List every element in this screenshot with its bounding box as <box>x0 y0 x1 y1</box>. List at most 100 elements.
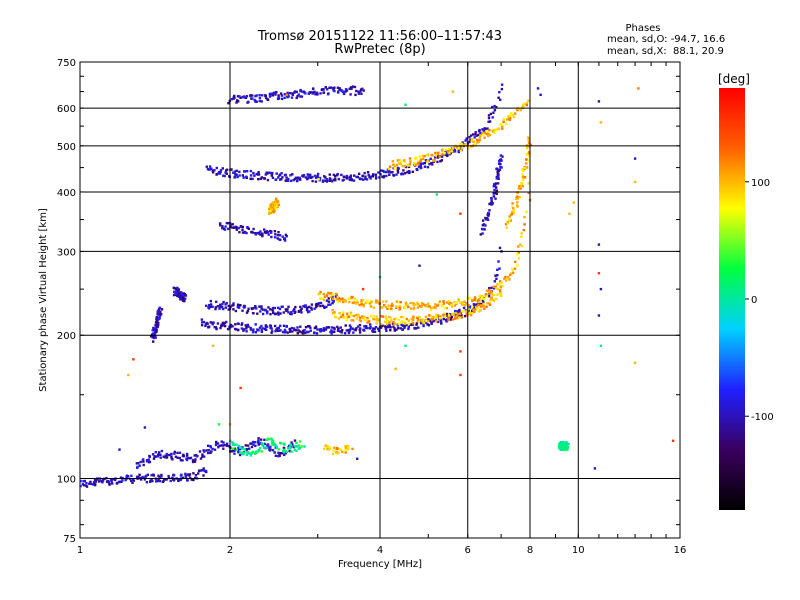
scatter-point-blue <box>385 329 388 333</box>
scatter-point-blue <box>261 233 264 236</box>
scatter-point-yellow <box>523 102 526 106</box>
scatter-point-blue <box>249 326 252 330</box>
scatter-point-blue <box>482 223 486 226</box>
scatter-point-blue <box>488 202 491 206</box>
scatter-point-blue <box>347 328 350 332</box>
scatter-point-blue <box>242 328 246 331</box>
scatter-point-yellow <box>441 148 444 151</box>
scatter-point-cyan <box>283 448 286 451</box>
scatter-point-blue <box>337 328 340 331</box>
scatter-point-cyan <box>290 450 293 453</box>
scatter-point-blue <box>252 227 255 231</box>
scatter-point-blue <box>303 305 307 309</box>
scatter-point-blue <box>176 456 179 459</box>
scatter-point-blue <box>308 91 311 94</box>
scatter-point-blue <box>356 325 360 328</box>
scatter-point-cyan <box>267 437 271 441</box>
scatter-point-yellow <box>412 315 415 318</box>
scatter-point-blue <box>251 231 254 234</box>
scatter-point-blue <box>245 175 248 178</box>
scatter-point-blue <box>154 323 157 327</box>
scatter-point-blue <box>352 179 356 182</box>
scatter-point-blue <box>481 219 485 222</box>
scatter-point-blue <box>389 326 392 329</box>
scatter-point-blue <box>276 234 280 237</box>
scatter-point-yellow <box>403 307 407 310</box>
scatter-point-blue <box>257 437 260 440</box>
scatter-point-blue <box>237 306 241 309</box>
scatter-point-blue <box>348 324 352 327</box>
scatter-point-blue <box>204 469 207 473</box>
scatter-point-yellow <box>391 304 394 307</box>
scatter-point-blue <box>300 307 303 311</box>
scatter-point-blue <box>446 153 449 156</box>
scatter-point-blue <box>222 441 225 444</box>
scatter-point-blue <box>83 479 86 483</box>
scatter-point-yellow <box>398 307 402 310</box>
scatter-point-blue <box>422 324 425 328</box>
scatter-point-blue <box>301 332 305 335</box>
scatter-point-blue <box>449 313 452 316</box>
scatter-point-cyan <box>287 447 290 450</box>
scatter-point-blue <box>239 96 242 99</box>
scatter-point-yellow <box>520 235 523 238</box>
scatter-point-blue <box>285 235 288 238</box>
scatter-point <box>404 103 407 106</box>
scatter-point-blue <box>293 439 297 442</box>
scatter-point-blue <box>265 96 268 100</box>
scatter-point-yellow <box>341 297 344 300</box>
y-tick-label: 300 <box>57 247 76 258</box>
scatter-point-blue <box>276 237 279 240</box>
legend-title: Phases <box>625 23 660 34</box>
scatter-point-blue <box>391 171 394 174</box>
scatter-point-yellow <box>427 320 430 323</box>
scatter-point-yellow <box>350 314 353 317</box>
scatter-point-blue <box>120 480 123 483</box>
scatter-point-yellow <box>512 207 515 210</box>
scatter-point-blue <box>494 197 497 200</box>
scatter-point-blue <box>332 87 335 90</box>
scatter-point-blue <box>260 330 264 333</box>
scatter-point-yellow <box>410 317 413 320</box>
scatter-point-blue <box>272 311 275 314</box>
scatter-point <box>404 344 407 347</box>
scatter-point-blue <box>319 92 322 95</box>
scatter-point-blue <box>285 325 288 328</box>
scatter-point-blue <box>221 167 224 170</box>
scatter-point-blue <box>221 324 224 327</box>
scatter-point-yellow <box>488 302 491 305</box>
scatter-point-blue <box>229 305 232 308</box>
scatter-point-cyan <box>274 443 277 447</box>
scatter-point-blue <box>96 478 99 481</box>
scatter-point-yellow <box>317 178 320 181</box>
scatter-point-blue <box>411 323 415 326</box>
scatter-point-blue <box>392 325 395 328</box>
scatter-point-blue <box>449 317 453 320</box>
scatter-point-blue <box>195 455 199 458</box>
scatter-point-blue <box>178 291 181 294</box>
scatter-point-yellow <box>450 305 454 308</box>
scatter-point-yellow <box>448 302 451 306</box>
scatter-point-yellow <box>516 253 519 256</box>
scatter-point-yellow <box>352 319 355 322</box>
scatter-point-blue <box>291 92 294 95</box>
scatter-point-blue <box>304 304 307 307</box>
legend-line-o: mean, sd,O: -94.7, 16.6 <box>607 34 725 45</box>
scatter-point-blue <box>273 230 277 233</box>
scatter-point-yellow <box>453 145 457 148</box>
scatter-point-blue <box>439 318 442 321</box>
scatter-point-blue <box>464 139 467 142</box>
scatter-point-blue <box>406 170 409 174</box>
scatter-point-blue <box>252 307 255 310</box>
scatter-point-yellow <box>397 305 401 309</box>
scatter-point-blue <box>245 327 248 330</box>
scatter-point-blue <box>113 478 117 482</box>
scatter-point-blue <box>336 172 339 176</box>
scatter-point-blue <box>445 320 448 323</box>
scatter-point-blue <box>193 460 197 463</box>
scatter-point-blue <box>494 184 497 187</box>
scatter-point-blue <box>454 313 457 316</box>
scatter-point-blue <box>304 92 307 95</box>
scatter-point-blue <box>181 459 184 462</box>
scatter-point-blue <box>259 233 262 236</box>
